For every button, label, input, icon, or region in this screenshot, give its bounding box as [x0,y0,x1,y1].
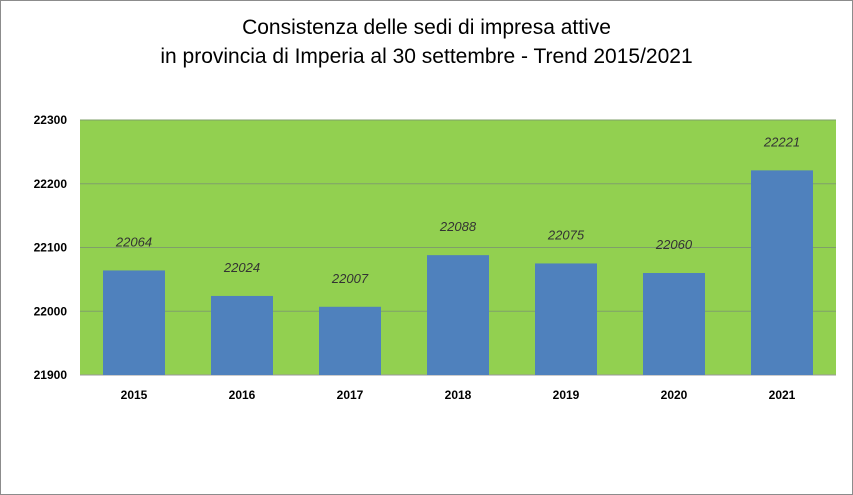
x-tick-label: 2016 [229,388,256,402]
data-label: 22075 [547,227,585,242]
data-label: 22060 [655,237,693,252]
bar [211,295,273,375]
y-tick-label: 22300 [34,113,68,127]
y-tick-label: 22100 [34,241,68,255]
data-label: 22064 [115,234,152,249]
data-label: 22221 [763,134,800,149]
data-label: 22007 [331,271,369,286]
data-label: 22024 [223,260,260,275]
x-tick-label: 2020 [661,388,688,402]
bar [643,273,705,375]
data-label: 22088 [439,219,477,234]
x-tick-label: 2017 [337,388,364,402]
bar [319,306,381,375]
bar [427,255,489,375]
chart-title-line-2: in provincia di Imperia al 30 settembre … [160,45,693,68]
bar [103,270,165,375]
x-tick-label: 2015 [121,388,148,402]
y-tick-label: 21900 [34,368,68,382]
bar [751,170,813,375]
x-tick-label: 2021 [769,388,796,402]
chart-title: Consistenza delle sedi di impresa attive… [1,13,852,71]
bar [535,263,597,375]
y-tick-label: 22200 [34,177,68,191]
chart-title-line-1: Consistenza delle sedi di impresa attive [242,16,611,39]
y-tick-label: 22000 [34,304,68,318]
x-tick-label: 2018 [445,388,472,402]
x-tick-label: 2019 [553,388,580,402]
